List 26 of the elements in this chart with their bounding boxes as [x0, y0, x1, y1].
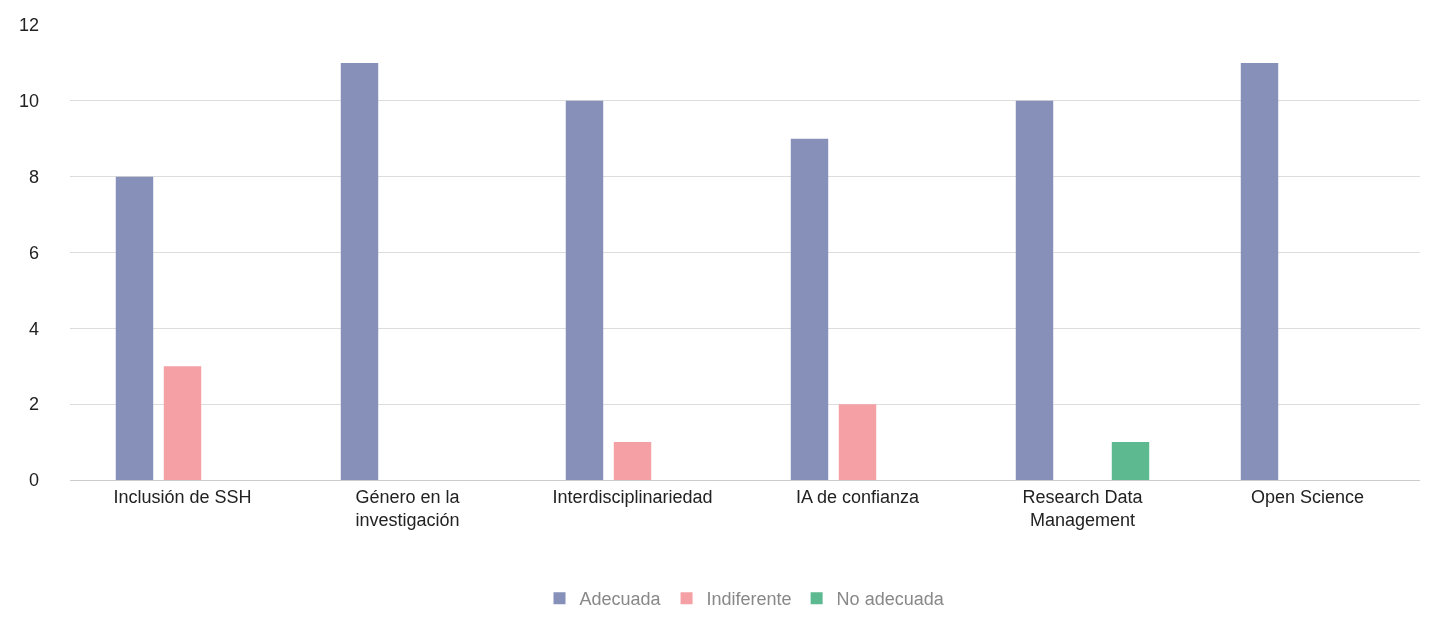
bar — [115, 176, 154, 480]
bar — [163, 366, 202, 480]
bar — [838, 404, 877, 480]
y-tick-label: 2 — [28, 394, 39, 415]
y-tick-label: 0 — [28, 470, 39, 491]
x-tick-label: Open Science — [1250, 486, 1365, 507]
x-tick-label: Research Data Management — [1022, 486, 1144, 530]
legend-label: Indiferente — [706, 589, 792, 610]
bar — [1240, 62, 1279, 480]
legend-label: Adecuada — [579, 589, 662, 610]
y-tick-label: 10 — [18, 91, 39, 112]
x-tick-label: IA de confianza — [795, 486, 921, 507]
bar — [1015, 100, 1054, 480]
bar — [340, 62, 379, 480]
y-tick-label: 8 — [28, 166, 39, 187]
bar — [790, 138, 829, 480]
legend-label: No adecuada — [836, 589, 945, 610]
bar — [565, 100, 604, 480]
y-tick-label: 6 — [28, 242, 39, 263]
x-tick-label: Género en la investigación — [355, 486, 461, 530]
y-tick-label: 4 — [28, 318, 39, 339]
y-tick-label: 12 — [18, 15, 39, 36]
x-tick-label: Interdisciplinariedad — [552, 486, 713, 507]
x-tick-label: Inclusión de SSH — [113, 486, 252, 507]
bar — [1111, 442, 1150, 480]
bar — [613, 442, 652, 480]
